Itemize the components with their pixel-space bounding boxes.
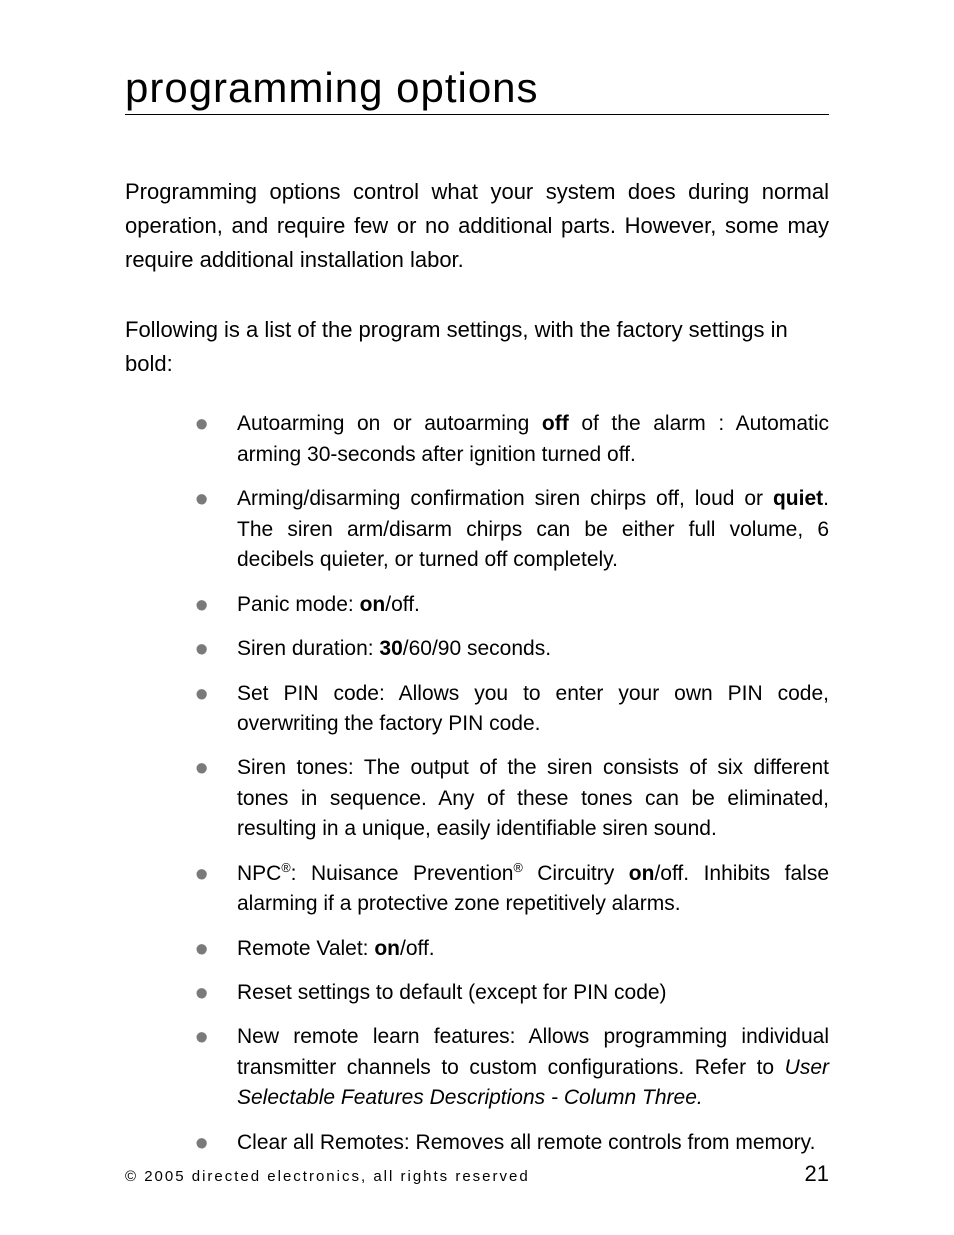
list-item: Remote Valet: on/off. [195,934,829,964]
bold-run: on [360,593,386,616]
text-run: Siren tones: The output of the siren con… [237,756,829,840]
registered-mark: ® [513,861,522,875]
list-item: Arming/disarming confirmation siren chir… [195,484,829,575]
list-item: Reset settings to default (except for PI… [195,978,829,1008]
list-item: Siren duration: 30/60/90 seconds. [195,634,829,664]
text-run: Reset settings to default (except for PI… [237,981,667,1004]
text-run: /off. [400,937,435,960]
text-run: Autoarming on or autoarming [237,412,542,435]
text-run: /60/90 seconds. [403,637,551,660]
text-run: New remote learn features: Allows progra… [237,1025,829,1078]
list-item: Set PIN code: Allows you to enter your o… [195,679,829,740]
text-run: Circuitry [523,862,629,885]
registered-mark: ® [281,861,290,875]
bold-run: quiet [773,487,823,510]
text-run: Panic mode: [237,593,360,616]
text-run: Set PIN code: Allows you to enter your o… [237,682,829,735]
options-list: Autoarming on or autoarming off of the a… [125,409,829,1158]
page: programming options Programming options … [0,0,954,1158]
list-item: Siren tones: The output of the siren con… [195,753,829,844]
footer: © 2005 directed electronics, all rights … [125,1161,829,1187]
list-item: Clear all Remotes: Removes all remote co… [195,1128,829,1158]
text-run: Siren duration: [237,637,379,660]
text-run: : Nuisance Prevention [291,862,514,885]
intro-paragraph: Programming options control what your sy… [125,175,829,277]
text-run: Arming/disarming confirmation siren chir… [237,487,773,510]
list-item: New remote learn features: Allows progra… [195,1022,829,1113]
text-run: /off. [385,593,420,616]
bold-run: 30 [379,637,402,660]
list-item: Autoarming on or autoarming off of the a… [195,409,829,470]
bold-run: on [374,937,400,960]
text-run: NPC [237,862,281,885]
list-item: NPC®: Nuisance Prevention® Circuitry on/… [195,859,829,920]
bold-run: off [542,412,569,435]
text-run: Remote Valet: [237,937,374,960]
list-item: Panic mode: on/off. [195,590,829,620]
text-run: Clear all Remotes: Removes all remote co… [237,1131,815,1154]
lead-paragraph: Following is a list of the program setti… [125,313,829,381]
section-title: programming options [125,64,829,115]
copyright-text: © 2005 directed electronics, all rights … [125,1168,530,1185]
bold-run: on [629,862,655,885]
page-number: 21 [805,1161,829,1187]
